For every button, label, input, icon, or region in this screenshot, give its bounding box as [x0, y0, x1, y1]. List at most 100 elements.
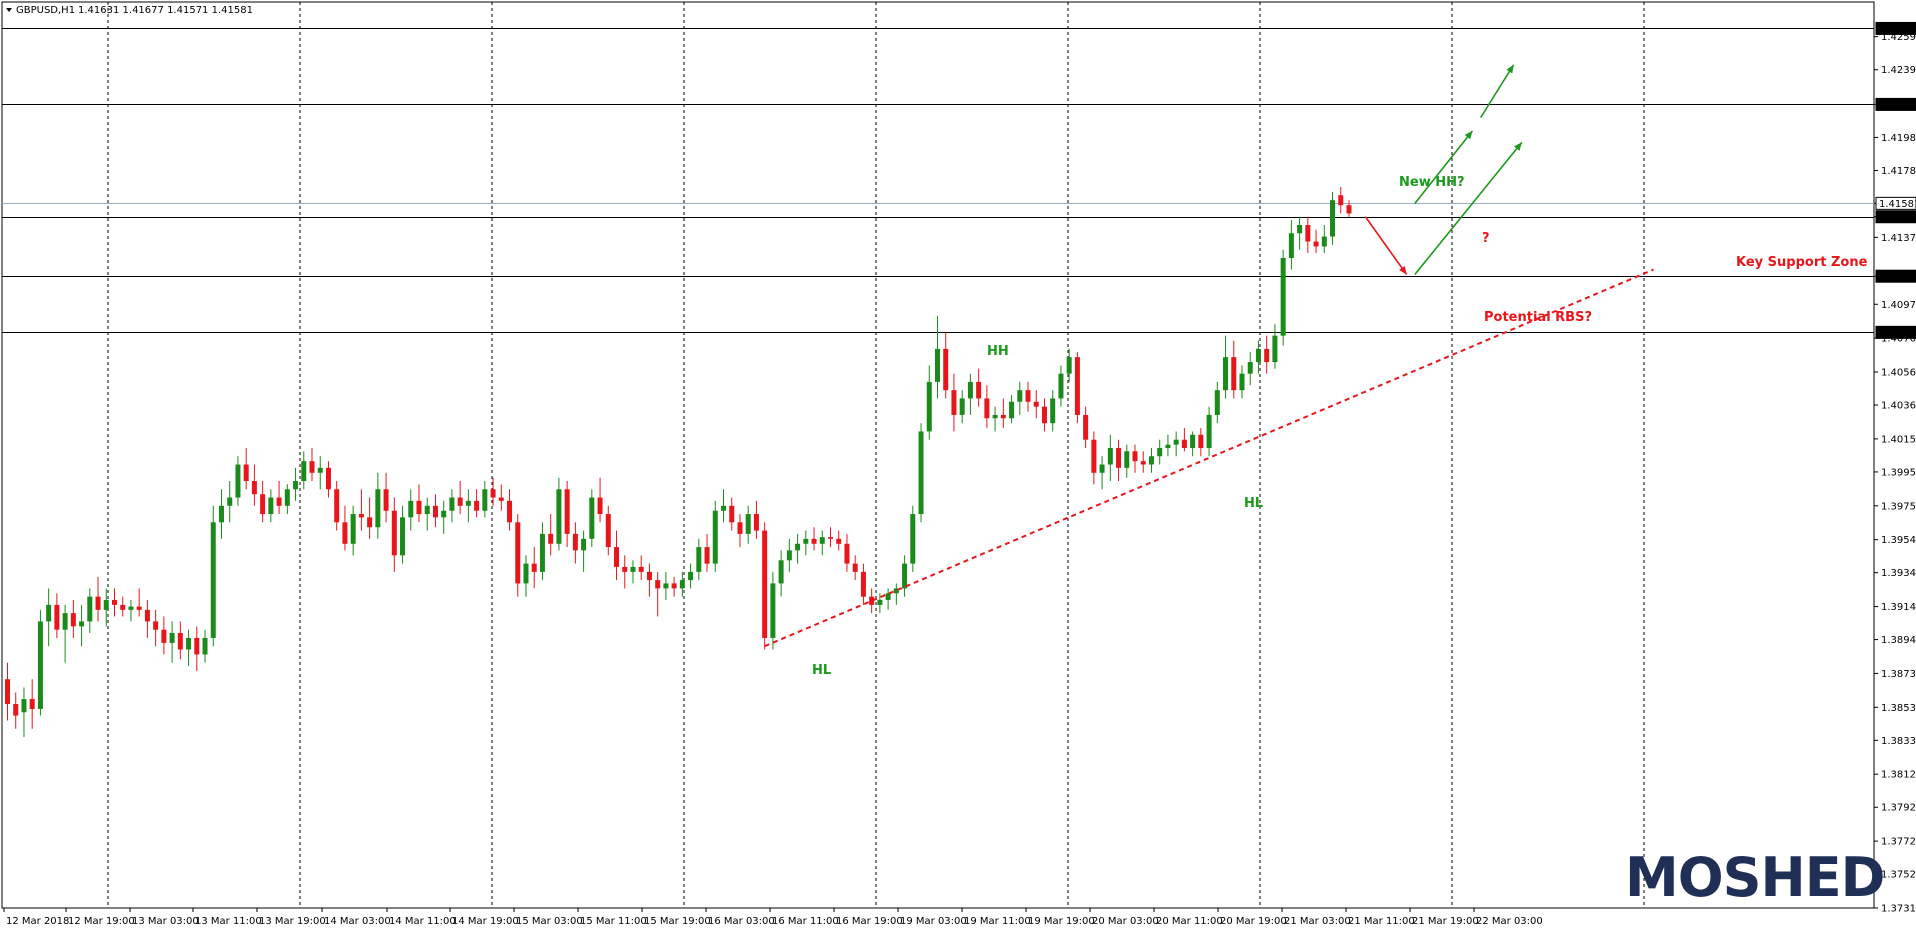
candle [1025, 381, 1031, 412]
candle [515, 514, 521, 597]
x-tick-label: 16 Mar 19:00 [836, 916, 903, 927]
candle-body [614, 547, 620, 567]
candle-body [1346, 205, 1352, 214]
candle [13, 692, 19, 729]
candle [1198, 428, 1204, 457]
candle [753, 500, 759, 539]
candle-body [29, 699, 35, 709]
candle [819, 530, 825, 556]
candle-body [704, 547, 710, 564]
candle-body [251, 481, 257, 495]
dropdown-triangle-icon[interactable] [6, 8, 12, 12]
candle-body [325, 467, 331, 490]
candle [79, 604, 85, 647]
candle-body [1116, 447, 1122, 468]
x-tick-label: 15 Mar 03:00 [516, 916, 583, 927]
candle [103, 588, 109, 627]
candle [795, 533, 801, 564]
candle-body [169, 632, 175, 643]
candle [786, 538, 792, 572]
y-tick-label: 1.39140 [1881, 602, 1916, 613]
candle-body [581, 538, 587, 551]
trendline [764, 268, 1654, 648]
y-tick-label: 1.39955 [1881, 467, 1916, 478]
candle-body [111, 599, 117, 605]
candle [243, 447, 249, 490]
candle-body [1058, 373, 1064, 399]
candle-body [177, 632, 183, 650]
candle [350, 505, 356, 556]
candle [1231, 340, 1237, 399]
candle-body [1173, 439, 1179, 445]
candle-body [1000, 414, 1006, 419]
candle [218, 489, 224, 539]
arrow-shaft [1414, 130, 1474, 205]
candle-body [1025, 390, 1031, 402]
candle [186, 629, 192, 667]
candle [301, 451, 307, 490]
candle-body [696, 547, 702, 572]
candle-body [441, 510, 447, 518]
level-price-box [1875, 210, 1916, 224]
candle-body [276, 497, 282, 506]
candle [679, 571, 685, 597]
candle-body [1288, 233, 1294, 259]
candle [54, 593, 60, 638]
candle-body [5, 679, 10, 705]
candle-body [1231, 357, 1237, 391]
y-tick-label: 1.40970 [1881, 300, 1916, 311]
candle [482, 481, 488, 518]
candle-body [1091, 439, 1097, 473]
candle [1190, 431, 1196, 457]
candle-body [605, 514, 611, 548]
candle [383, 472, 389, 523]
candle [762, 522, 768, 650]
level-price-box [1875, 325, 1916, 339]
candle-body [62, 613, 68, 630]
candle [1247, 352, 1253, 386]
candle [1173, 431, 1179, 457]
arrow-2 [1414, 130, 1474, 205]
annotation-label: Potential RBS? [1484, 310, 1592, 325]
candle [556, 477, 562, 551]
candle-body [902, 563, 908, 589]
candle-body [737, 522, 743, 534]
candle [1074, 352, 1080, 424]
candle-body [976, 381, 982, 399]
y-tick-label: 1.38735 [1881, 669, 1916, 680]
candle [564, 481, 570, 548]
candle [1313, 229, 1319, 254]
x-tick-label: 20 Mar 03:00 [1092, 916, 1159, 927]
y-tick-label: 1.37315 [1881, 904, 1916, 915]
candle-body [844, 543, 850, 564]
candle-body [1033, 401, 1039, 407]
plot-area [1, 1, 1875, 909]
candle [1181, 428, 1187, 452]
candle-body [449, 497, 455, 511]
candle [729, 497, 735, 531]
candle-body [13, 704, 19, 716]
candle [260, 481, 266, 523]
candle-body [539, 533, 545, 572]
candle [523, 555, 529, 597]
candle [1033, 390, 1039, 419]
candle [836, 530, 842, 551]
candle-body [795, 543, 801, 551]
candle [770, 571, 776, 650]
candle [1288, 220, 1294, 270]
candle-body [589, 497, 595, 539]
candle-body [663, 583, 669, 589]
candle [910, 505, 916, 572]
candle [507, 489, 513, 531]
candle-body [120, 604, 126, 610]
x-tick-label: 20 Mar 19:00 [1220, 916, 1287, 927]
candle [959, 390, 965, 424]
candle [1091, 431, 1097, 485]
candle-body [95, 596, 101, 610]
candle [869, 588, 875, 614]
candle [1083, 406, 1089, 448]
candle-body [992, 414, 998, 419]
candle [251, 464, 257, 506]
candle [441, 500, 447, 534]
